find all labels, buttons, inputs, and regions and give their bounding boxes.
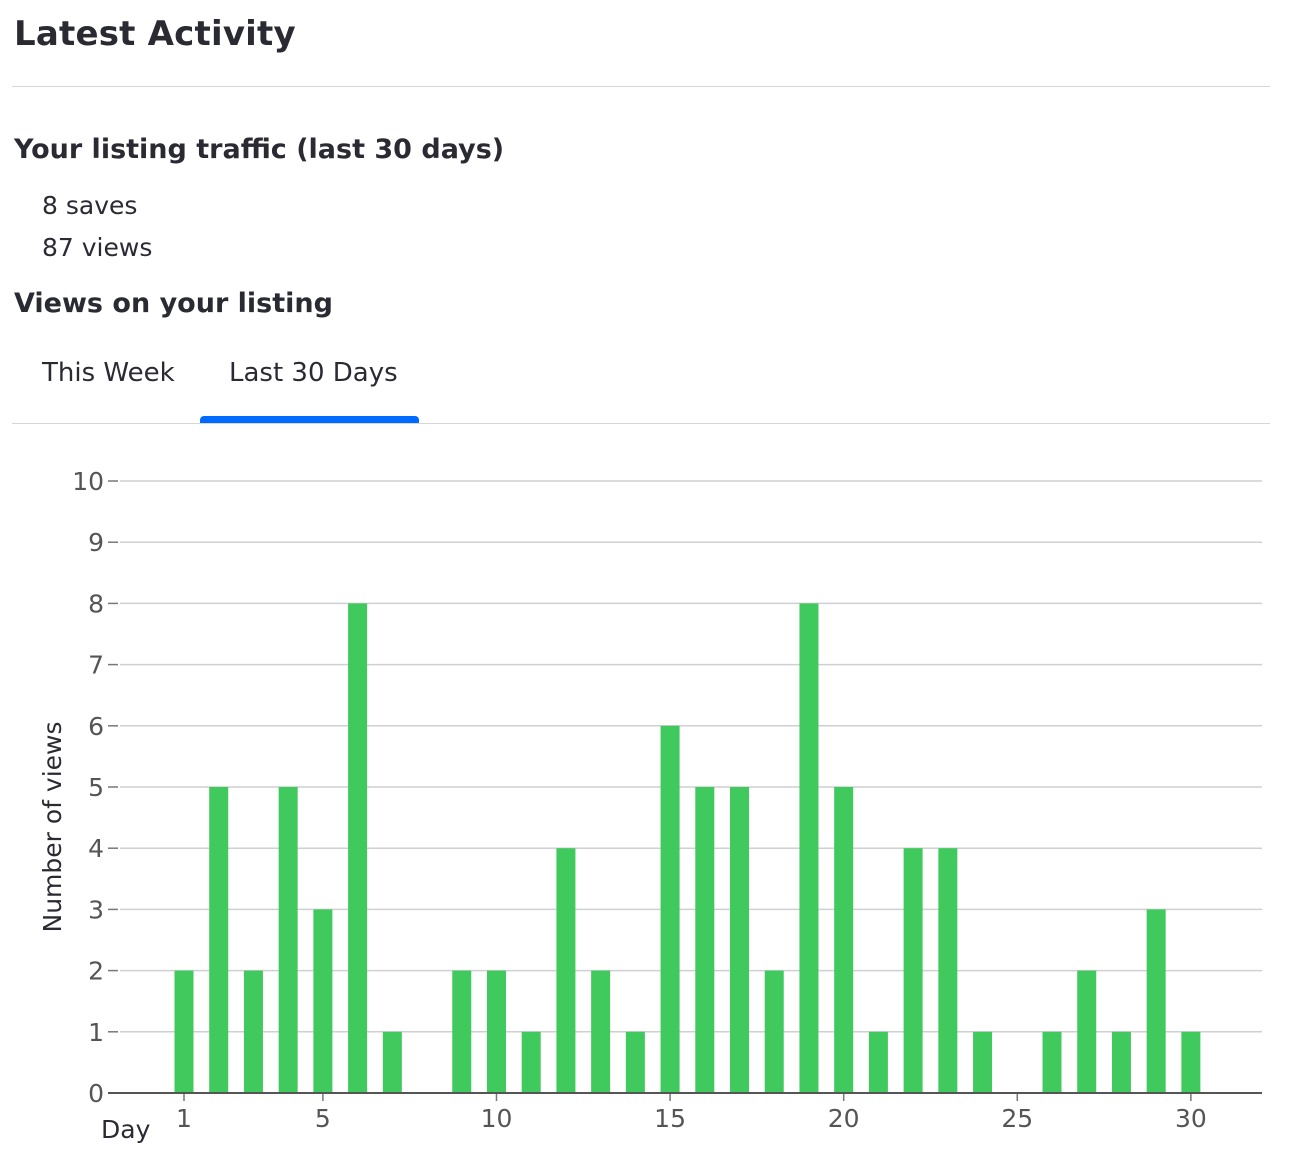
chart-bars xyxy=(174,603,1201,1093)
x-tick-label-30: 30 xyxy=(1175,1104,1207,1133)
bar-day-7 xyxy=(382,1031,402,1093)
bar-day-27 xyxy=(1077,970,1097,1093)
bar-day-17 xyxy=(730,787,750,1093)
page-title: Latest Activity xyxy=(14,14,296,54)
x-tick-label-5: 5 xyxy=(315,1104,331,1133)
y-tick-label-1: 1 xyxy=(88,1018,104,1047)
y-tick-label-9: 9 xyxy=(88,528,104,557)
bar-day-30 xyxy=(1181,1031,1201,1093)
bar-day-4 xyxy=(278,787,298,1093)
y-tick-label-0: 0 xyxy=(88,1079,104,1108)
bar-day-14 xyxy=(625,1031,645,1093)
y-axis-label: Number of views xyxy=(38,721,67,932)
y-tick-label-6: 6 xyxy=(88,712,104,741)
views-count: 87 views xyxy=(42,233,153,262)
bar-day-22 xyxy=(903,848,923,1093)
x-tick-label-20: 20 xyxy=(828,1104,860,1133)
bar-day-11 xyxy=(521,1031,541,1093)
x-tick-label-15: 15 xyxy=(654,1104,686,1133)
x-axis-label: Day xyxy=(101,1115,151,1144)
bar-day-13 xyxy=(591,970,611,1093)
bar-day-26 xyxy=(1042,1031,1062,1093)
tabs-divider xyxy=(12,423,1270,424)
x-tick-label-1: 1 xyxy=(176,1104,192,1133)
bar-day-28 xyxy=(1111,1031,1131,1093)
bar-day-29 xyxy=(1146,909,1166,1093)
bar-day-18 xyxy=(764,970,784,1093)
x-tick-label-10: 10 xyxy=(481,1104,513,1133)
bar-day-9 xyxy=(452,970,472,1093)
bar-day-15 xyxy=(660,725,680,1093)
x-tick-label-25: 25 xyxy=(1001,1104,1033,1133)
y-tick-label-7: 7 xyxy=(88,651,104,680)
bar-day-3 xyxy=(243,970,263,1093)
views-heading: Views on your listing xyxy=(14,288,333,319)
active-tab-indicator xyxy=(200,416,419,423)
bar-day-24 xyxy=(973,1031,993,1093)
header-divider xyxy=(12,86,1270,87)
bar-day-12 xyxy=(556,848,576,1093)
bar-day-5 xyxy=(313,909,333,1093)
bar-day-6 xyxy=(348,603,368,1093)
y-tick-label-4: 4 xyxy=(88,834,104,863)
y-tick-label-2: 2 xyxy=(88,957,104,986)
bar-day-23 xyxy=(938,848,958,1093)
y-tick-label-5: 5 xyxy=(88,773,104,802)
y-axis-ticks: 0 1 2 3 4 5 6 7 8 9 10 xyxy=(72,467,118,1108)
bar-day-1 xyxy=(174,970,194,1093)
bar-day-10 xyxy=(486,970,506,1093)
x-axis-ticks: 1 5 10 15 20 25 30 xyxy=(176,1093,1207,1133)
bar-day-20 xyxy=(834,787,854,1093)
tab-last-30-days[interactable]: Last 30 Days xyxy=(229,358,398,388)
tab-this-week[interactable]: This Week xyxy=(42,358,175,388)
bar-day-16 xyxy=(695,787,715,1093)
y-tick-label-3: 3 xyxy=(88,895,104,924)
bar-day-21 xyxy=(868,1031,888,1093)
saves-count: 8 saves xyxy=(42,191,138,220)
traffic-heading: Your listing traffic (last 30 days) xyxy=(14,134,505,165)
chart-gridlines xyxy=(120,480,1262,1033)
y-tick-label-8: 8 xyxy=(88,589,104,618)
bar-day-19 xyxy=(799,603,819,1093)
y-tick-label-10: 10 xyxy=(72,467,104,496)
bar-day-2 xyxy=(209,787,229,1093)
